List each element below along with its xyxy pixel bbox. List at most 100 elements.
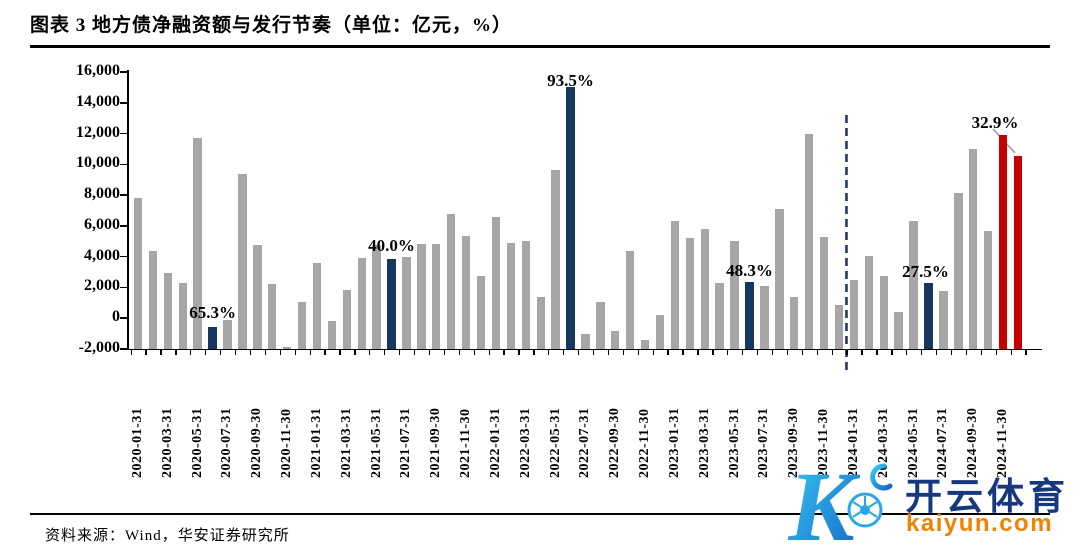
x-axis-tick [816,350,818,355]
bar-2023-01 [670,221,680,349]
x-axis-label: 2022-07-31 [577,407,593,478]
bar-2020-05 [193,138,202,349]
bar-2021-07 [402,256,411,349]
bar-2024-09 [969,148,978,349]
bar-2024-10 [983,230,993,349]
x-axis-label: 2020-07-31 [219,407,235,478]
x-axis-label: 2021-11-30 [458,408,474,478]
y-axis-tick-label: 8,000 [84,185,120,203]
x-axis-label: 2022-03-31 [517,407,533,478]
x-axis-tick [249,350,252,355]
bar-2022-04 [536,296,545,349]
bar-2024-03 [879,275,888,349]
x-axis-tick [697,350,699,355]
x-axis-label: 2023-05-31 [726,407,742,478]
bar-2021-01 [312,262,322,349]
y-axis-tick [120,255,127,258]
x-axis-tick [667,350,669,355]
y-axis-tick [120,348,127,350]
y-axis-tick [120,132,127,135]
bar-2023-07 [760,285,769,349]
x-axis-tick [756,350,759,355]
bar-2021-06 [387,258,396,349]
x-axis-tick [279,350,281,355]
y-axis-tick [120,101,127,104]
x-axis-label: 2023-01-31 [666,407,682,478]
x-axis-tick [548,350,550,355]
y-axis-tick-label: 6,000 [84,215,120,233]
x-axis-line [127,348,1042,351]
x-axis-tick [891,350,893,355]
x-axis-label: 2021-03-31 [338,407,354,478]
bar-2023-04 [715,282,724,349]
x-axis-label: 2020-09-30 [249,407,265,478]
bar-2022-06 [566,87,575,349]
x-axis-label: 2022-09-30 [607,407,623,478]
x-axis-label: 2020-03-31 [159,407,175,478]
bar-2022-12 [655,315,665,349]
x-axis-label: 2022-05-31 [547,407,563,478]
x-axis-label: 2022-11-30 [637,408,653,478]
y-axis-tick [120,71,127,73]
source-note: 资料来源：Wind，华安证券研究所 [45,528,290,544]
x-axis-tick [652,350,654,355]
y-axis-tick-label: 14,000 [76,92,120,110]
x-axis-tick [980,350,982,355]
watermark-domain-text: kaiyun.com [906,510,1054,537]
bar-2020-02 [148,250,158,349]
x-axis-tick [786,350,789,355]
bar-2020-11 [282,347,292,349]
bar-2022-01 [491,216,501,349]
y-axis-tick-label: 12,000 [76,123,120,141]
bar-2024-11 [998,135,1008,349]
bar-2021-08 [417,244,426,349]
x-axis-tick [145,350,147,355]
x-axis-tick [458,350,460,355]
x-axis-tick [443,350,446,355]
bar-2023-08 [775,208,784,349]
x-axis-tick [503,350,505,355]
bar-2021-02 [327,320,337,349]
watermark-swirl [870,463,893,491]
x-axis-tick [399,350,401,355]
bar-2022-10 [625,250,635,349]
bar-2020-07 [223,319,232,349]
x-axis-tick [428,350,431,355]
x-axis-tick [727,350,729,355]
x-axis-tick [324,350,326,355]
pct-annotation: 32.9% [971,112,1019,132]
pct-annotation: 40.0% [368,235,415,255]
bar-2022-03 [521,241,530,349]
x-axis-tick [130,350,132,355]
bar-2020-03 [163,272,173,349]
bar-2023-10 [804,133,814,349]
bar-2021-04 [357,258,366,349]
bar-2023-03 [700,228,709,349]
x-axis-label: 2023-07-31 [756,407,772,478]
bar-2021-03 [342,289,351,349]
x-axis-tick [563,350,565,355]
x-axis-tick [354,350,356,355]
x-axis-tick [682,350,684,355]
x-axis-label: 2020-01-31 [130,407,145,478]
x-axis-tick [577,350,580,355]
x-axis-label: 2021-01-31 [308,407,324,478]
bar-2021-12 [476,275,486,349]
bar-2023-02 [685,238,695,349]
bar-2021-11 [461,235,471,349]
bar-2023-06 [745,282,754,349]
x-axis-tick [965,350,968,355]
x-axis-label: 2021-05-31 [368,407,384,478]
x-axis-tick [384,350,386,355]
x-axis-tick [771,350,774,355]
x-axis-tick [607,350,610,355]
bar-2021-05 [372,245,381,349]
bar-2022-02 [506,242,516,349]
x-axis-tick [264,350,267,355]
x-axis-tick [622,350,625,355]
bar-2024-04 [894,312,903,349]
bar-2024-05 [909,221,918,349]
footer-divider [30,513,1050,515]
